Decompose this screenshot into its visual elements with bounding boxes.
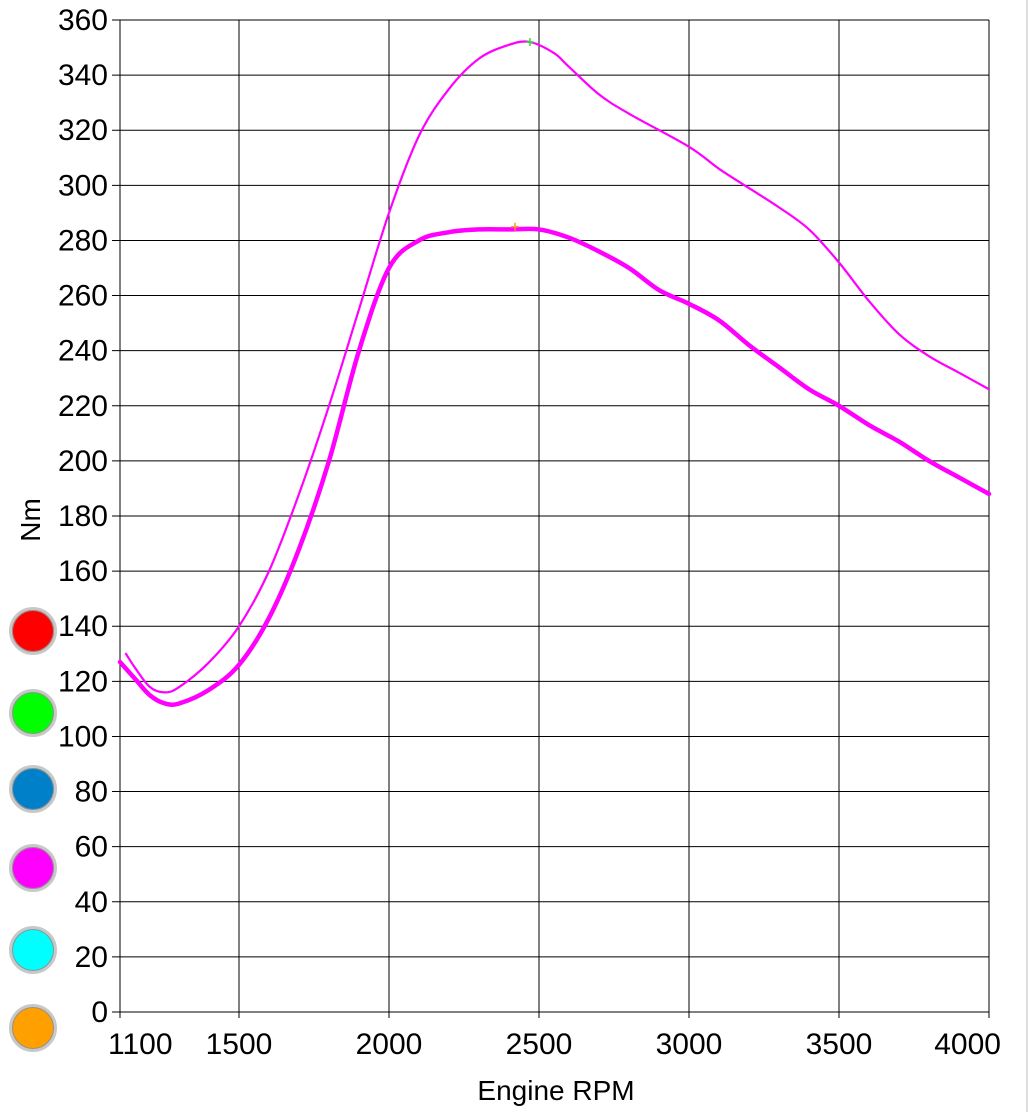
color-swatch-green[interactable]	[9, 689, 57, 737]
y-tick-label: 100	[58, 720, 108, 753]
y-tick-label: 120	[58, 665, 108, 698]
series-line-thick	[117, 226, 992, 708]
color-swatch-red[interactable]	[9, 607, 57, 655]
x-tick-label: 4000	[934, 1028, 1001, 1061]
x-tick-label: 2500	[506, 1028, 573, 1061]
series-line-thin	[124, 40, 991, 694]
x-tick-label: 3000	[656, 1028, 723, 1061]
y-tick-label: 200	[58, 445, 108, 478]
y-tick-label: 240	[58, 335, 108, 368]
peak-marker	[511, 222, 519, 231]
y-tick-label: 60	[75, 831, 108, 864]
y-tick-label: 340	[58, 59, 108, 92]
y-tick-label: 360	[58, 4, 108, 37]
tick-labels: 0 20 40 60 80 100 120 140 160 180 200 220 240 260 280 3…	[58, 4, 1001, 1061]
color-swatch-cyan[interactable]	[9, 926, 57, 974]
x-axis-label: Engine RPM	[477, 1075, 634, 1106]
panel-edge	[1026, 0, 1028, 1112]
peak-marker	[526, 38, 534, 47]
y-tick-label: 300	[58, 169, 108, 202]
y-tick-label: 220	[58, 390, 108, 423]
y-tick-label: 0	[91, 996, 108, 1029]
y-tick-label: 320	[58, 114, 108, 147]
x-tick-label: 3500	[806, 1028, 873, 1061]
color-swatch-orange[interactable]	[9, 1004, 57, 1052]
grid-lines	[112, 19, 990, 1018]
y-tick-label: 20	[75, 941, 108, 974]
y-tick-label: 160	[58, 555, 108, 588]
y-tick-label: 80	[75, 776, 108, 809]
x-tick-label: 2000	[356, 1028, 423, 1061]
x-tick-label: 1100	[108, 1028, 173, 1061]
y-tick-label: 260	[58, 280, 108, 313]
color-swatch-blue[interactable]	[9, 765, 57, 813]
y-tick-label: 180	[58, 500, 108, 533]
x-tick-label: 1500	[206, 1028, 273, 1061]
y-tick-label: 280	[58, 224, 108, 257]
y-tick-label: 140	[58, 610, 108, 643]
y-tick-label: 40	[75, 886, 108, 919]
series-lines	[117, 40, 992, 708]
color-swatch-magenta[interactable]	[9, 844, 57, 892]
peak-markers	[511, 38, 534, 231]
y-axis-label: Nm	[15, 498, 46, 542]
